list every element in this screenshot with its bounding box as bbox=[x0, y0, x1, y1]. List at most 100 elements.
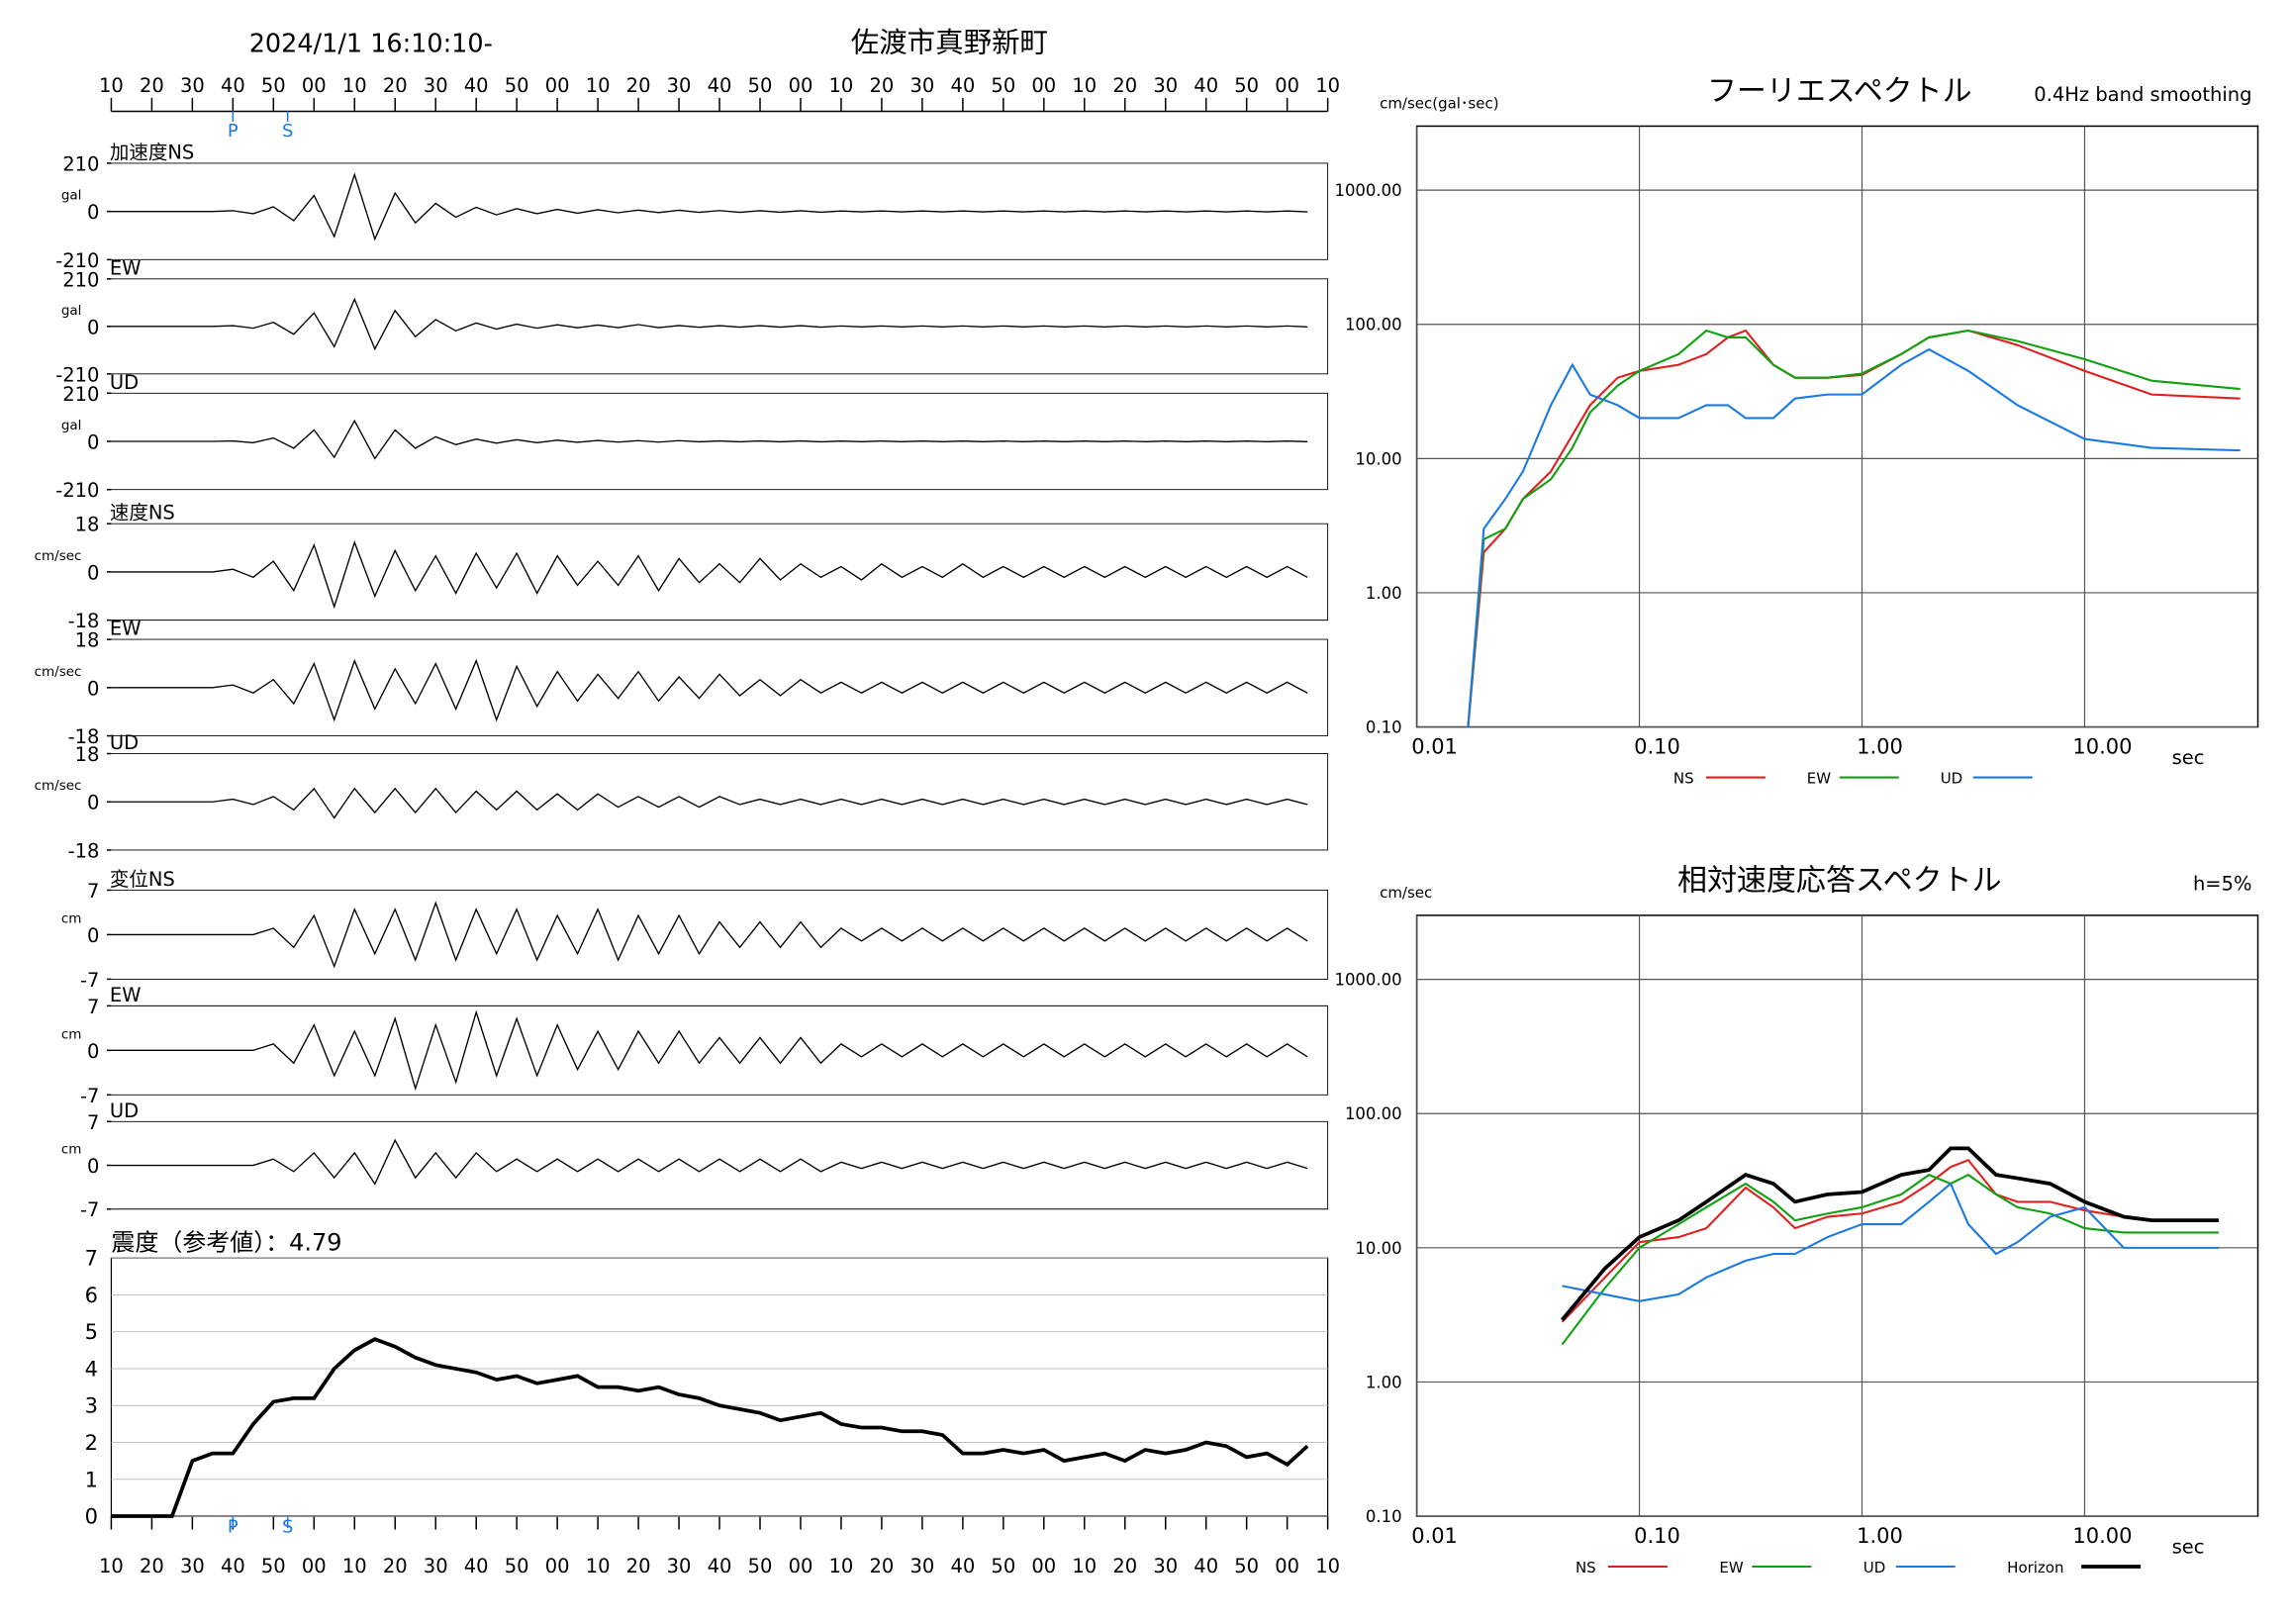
x-tick-label: 10 bbox=[342, 1555, 367, 1577]
x-tick-label: 30 bbox=[180, 74, 205, 97]
x-tick-label: 00 bbox=[1275, 1555, 1299, 1577]
waveform-trace bbox=[111, 419, 1308, 460]
x-tick-label: 1.00 bbox=[1857, 1524, 1903, 1548]
x-tick-label: 0.10 bbox=[1634, 735, 1680, 759]
legend-label: NS bbox=[1576, 1559, 1596, 1576]
x-tick-label: 20 bbox=[870, 1555, 895, 1577]
x-tick-label: 50 bbox=[505, 74, 529, 97]
x-tick-label: 00 bbox=[1275, 74, 1299, 97]
waveform-trace bbox=[111, 1138, 1308, 1186]
x-tick-label: 40 bbox=[1194, 74, 1218, 97]
x-tick-label: 30 bbox=[667, 74, 692, 97]
x-tick-label: 10.00 bbox=[2072, 735, 2132, 759]
unit-label: cm/sec bbox=[35, 778, 82, 794]
x-axis-label: sec bbox=[2172, 1536, 2205, 1559]
x-tick-label: 40 bbox=[708, 1555, 732, 1577]
panel-label: EW bbox=[110, 256, 142, 279]
x-tick-label: 00 bbox=[545, 74, 570, 97]
y-tick-label: 7 bbox=[85, 1247, 98, 1271]
panel-label: UD bbox=[110, 371, 139, 394]
unit-label: cm bbox=[61, 1026, 82, 1042]
x-tick-label: 00 bbox=[302, 74, 327, 97]
x-tick-label: 20 bbox=[383, 74, 408, 97]
intensity-frame bbox=[110, 1257, 1329, 1517]
legend-label: Horizon bbox=[2007, 1559, 2063, 1576]
y-tick-label: 1.00 bbox=[1366, 1373, 1402, 1391]
x-tick-label: 30 bbox=[424, 1555, 448, 1577]
panel-frame bbox=[111, 278, 1329, 375]
chart-title: フーリエスペクトル bbox=[1707, 74, 1972, 109]
x-tick-label: 10 bbox=[99, 1555, 124, 1577]
spectrum-line bbox=[1467, 347, 2241, 727]
x-tick-label: 40 bbox=[464, 74, 489, 97]
y-tick-label: 0.10 bbox=[1366, 718, 1402, 737]
x-tick-label: 50 bbox=[991, 1555, 1015, 1577]
x-tick-label: 40 bbox=[1194, 1555, 1218, 1577]
y-tick-label: -7 bbox=[80, 1085, 99, 1107]
y-tick-label: 0 bbox=[87, 1155, 99, 1178]
x-tick-label: 00 bbox=[789, 1555, 813, 1577]
unit-label: cm bbox=[61, 1142, 82, 1158]
x-tick-label: 50 bbox=[261, 1555, 286, 1577]
y-tick-label: -210 bbox=[55, 479, 99, 502]
y-tick-label: 0 bbox=[87, 924, 99, 947]
station-name: 佐渡市真野新町 bbox=[851, 26, 1048, 58]
x-tick-label: 10 bbox=[342, 74, 367, 97]
record-time: 2024/1/1 16:10:10- bbox=[249, 29, 493, 58]
panel-frame bbox=[111, 889, 1329, 980]
y-tick-label: 1.00 bbox=[1366, 584, 1402, 603]
intensity-line bbox=[111, 1337, 1309, 1518]
legend-label: UD bbox=[1941, 770, 1963, 788]
y-tick-label: 0 bbox=[85, 1505, 98, 1529]
panel-label: UD bbox=[110, 731, 139, 754]
x-tick-label: 0.10 bbox=[1634, 1524, 1680, 1548]
y-tick-label: 1000.00 bbox=[1334, 181, 1401, 200]
x-tick-label: 1.00 bbox=[1857, 735, 1903, 759]
spectrum-line bbox=[1561, 1173, 2219, 1346]
phase-label: P bbox=[228, 1517, 239, 1538]
unit-label: gal bbox=[61, 303, 82, 319]
legend-label: NS bbox=[1673, 770, 1694, 788]
panel-frame bbox=[111, 523, 1329, 621]
x-tick-label: 50 bbox=[1234, 74, 1259, 97]
y-tick-label: 4 bbox=[85, 1357, 98, 1381]
y-tick-label: 210 bbox=[62, 152, 99, 175]
panel-label: 速度NS bbox=[110, 502, 175, 525]
x-tick-label: 20 bbox=[1112, 74, 1137, 97]
chart-subtitle: 0.4Hz band smoothing bbox=[2034, 83, 2251, 106]
x-tick-label: 20 bbox=[1112, 1555, 1137, 1577]
x-tick-label: 30 bbox=[424, 74, 448, 97]
panel-frame bbox=[111, 753, 1329, 851]
phase-label: S bbox=[282, 121, 293, 142]
x-tick-label: 50 bbox=[261, 74, 286, 97]
x-tick-label: 00 bbox=[1031, 74, 1056, 97]
x-tick-label: 30 bbox=[910, 74, 935, 97]
y-tick-label: 0 bbox=[87, 1040, 99, 1063]
y-tick-label: 210 bbox=[62, 383, 99, 406]
x-tick-label: 50 bbox=[1234, 1555, 1259, 1577]
y-tick-label: 0 bbox=[87, 561, 99, 584]
x-tick-label: 00 bbox=[302, 1555, 327, 1577]
unit-label: gal bbox=[61, 188, 82, 204]
y-tick-label: 0 bbox=[87, 430, 99, 453]
y-tick-label: 10.00 bbox=[1355, 1239, 1401, 1258]
x-tick-label: 10 bbox=[829, 1555, 854, 1577]
y-axis-label: cm/sec(gal･sec) bbox=[1380, 94, 1498, 112]
y-tick-label: 7 bbox=[87, 1111, 99, 1134]
legend-label: UD bbox=[1863, 1559, 1886, 1576]
legend-label: EW bbox=[1719, 1559, 1743, 1576]
waveform-trace bbox=[111, 658, 1308, 722]
y-tick-label: 18 bbox=[75, 514, 100, 536]
x-tick-label: 20 bbox=[383, 1555, 408, 1577]
x-tick-label: 0.01 bbox=[1411, 1524, 1458, 1548]
panel-label: EW bbox=[110, 618, 142, 640]
panel-label: 加速度NS bbox=[110, 141, 194, 163]
x-tick-label: 10 bbox=[1072, 74, 1097, 97]
x-tick-label: 30 bbox=[1153, 1555, 1178, 1577]
y-tick-label: 10.00 bbox=[1355, 449, 1401, 468]
y-tick-label: 18 bbox=[75, 629, 100, 652]
unit-label: gal bbox=[61, 418, 82, 433]
y-tick-label: 100.00 bbox=[1345, 316, 1402, 334]
legend-label: EW bbox=[1807, 770, 1831, 788]
